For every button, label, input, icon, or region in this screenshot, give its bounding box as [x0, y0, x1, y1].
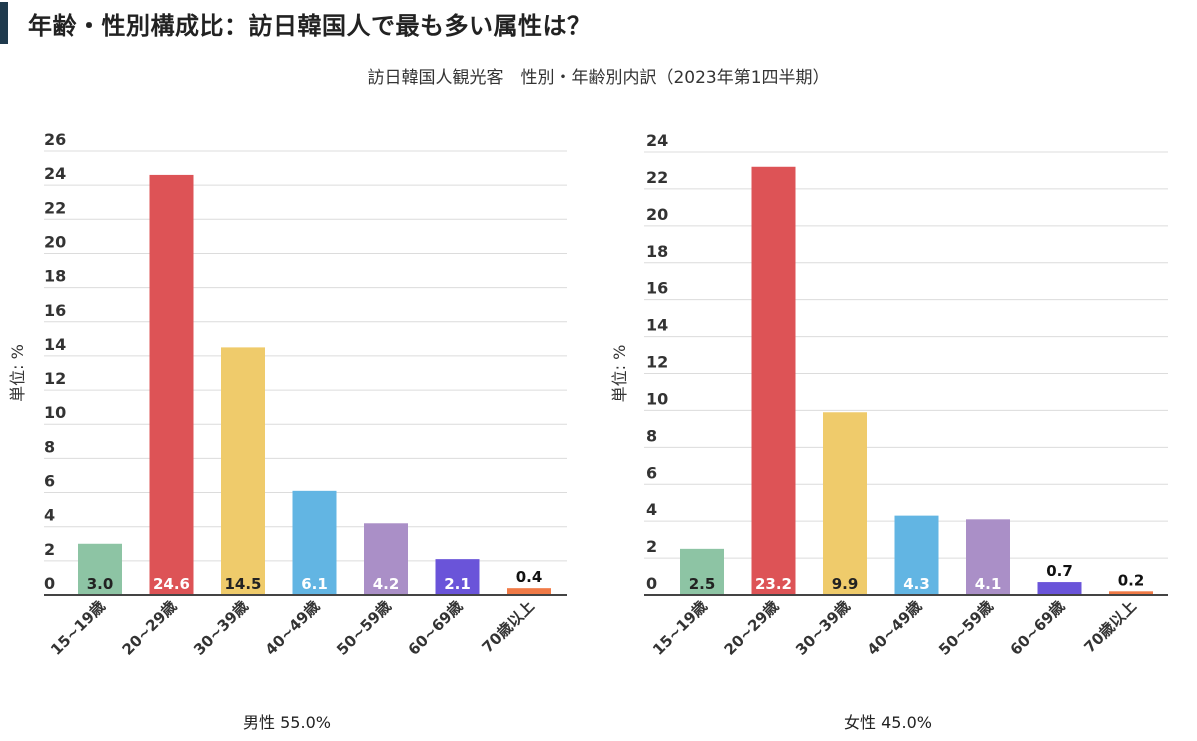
y-tick-label: 10 — [646, 389, 668, 408]
x-tick-label: 40~49歳 — [864, 597, 926, 659]
chart-footer-label: 男性 55.0% — [243, 713, 331, 732]
bar — [1109, 591, 1153, 595]
y-tick-label: 16 — [646, 279, 668, 298]
y-tick-label: 24 — [646, 131, 668, 150]
x-tick-label: 30~39歳 — [792, 597, 854, 659]
bar-value-label: 9.9 — [832, 575, 859, 593]
bar — [751, 166, 796, 595]
y-tick-label: 26 — [44, 130, 66, 149]
bar-value-label: 3.0 — [87, 575, 114, 593]
x-tick-label: 30~39歳 — [190, 597, 252, 659]
bar-value-label: 23.2 — [755, 575, 792, 593]
bar — [149, 174, 194, 595]
y-tick-label: 12 — [44, 369, 66, 388]
chart-footer-label: 女性 45.0% — [844, 713, 932, 732]
bar-value-label: 2.5 — [689, 575, 716, 593]
y-tick-label: 14 — [44, 335, 66, 354]
x-tick-label: 15~19歳 — [47, 597, 109, 659]
header-accent-bar — [0, 2, 8, 44]
x-tick-label: 50~59歳 — [935, 597, 997, 659]
y-tick-label: 8 — [646, 426, 657, 445]
y-tick-label: 0 — [44, 574, 55, 593]
y-tick-label: 18 — [44, 267, 66, 286]
bar — [292, 490, 337, 595]
x-tick-label: 60~69歳 — [1007, 597, 1069, 659]
bar-value-label: 4.3 — [903, 575, 930, 593]
y-tick-label: 22 — [44, 198, 66, 217]
bar-value-label: 0.7 — [1046, 562, 1073, 580]
page-header: 年齢・性別構成比：訪日韓国人で最も多い属性は？ — [0, 0, 1197, 46]
bar-value-label: 4.1 — [975, 575, 1002, 593]
y-tick-label: 8 — [44, 437, 55, 456]
bar — [1037, 582, 1082, 595]
bar-value-label: 6.1 — [301, 575, 328, 593]
y-tick-label: 16 — [44, 301, 66, 320]
y-tick-label: 20 — [646, 205, 668, 224]
y-tick-label: 6 — [646, 463, 657, 482]
y-tick-label: 4 — [646, 500, 657, 519]
bar — [894, 515, 939, 595]
bar — [435, 559, 480, 595]
y-tick-label: 14 — [646, 316, 668, 335]
bar-value-label: 4.2 — [373, 575, 400, 593]
bar — [680, 548, 724, 595]
chart-subtitle: 訪日韓国人観光客 性別・年齢別内訳（2023年第1四半期） — [367, 68, 830, 88]
bar — [966, 519, 1010, 595]
x-tick-label: 50~59歳 — [333, 597, 395, 659]
x-tick-label: 70歳以上 — [1081, 597, 1140, 656]
y-tick-label: 6 — [44, 472, 55, 491]
page-title: 年齢・性別構成比：訪日韓国人で最も多い属性は？ — [28, 12, 592, 40]
y-tick-label: 2 — [44, 540, 55, 559]
y-tick-label: 10 — [44, 403, 66, 422]
bar — [78, 543, 122, 595]
y-tick-label: 0 — [646, 574, 657, 593]
y-tick-label: 12 — [646, 353, 668, 372]
y-axis-label: 単位: % — [8, 344, 27, 402]
y-tick-label: 20 — [44, 232, 66, 251]
bar-value-label: 24.6 — [153, 575, 190, 593]
y-tick-label: 4 — [44, 506, 55, 525]
y-tick-label: 2 — [646, 537, 657, 556]
bar — [364, 523, 408, 595]
x-tick-label: 20~29歳 — [721, 597, 783, 659]
x-tick-label: 70歳以上 — [479, 597, 538, 656]
y-tick-label: 18 — [646, 242, 668, 261]
bar-value-label: 2.1 — [444, 575, 471, 593]
bar — [823, 412, 867, 595]
bar — [507, 588, 551, 595]
bar-value-label: 0.2 — [1118, 571, 1145, 589]
bar-value-label: 14.5 — [224, 575, 261, 593]
bar — [221, 347, 265, 595]
bar-value-label: 0.4 — [516, 568, 543, 586]
y-tick-label: 22 — [646, 168, 668, 187]
x-tick-label: 40~49歳 — [262, 597, 324, 659]
y-axis-label: 単位: % — [610, 345, 629, 403]
y-tick-label: 24 — [44, 164, 66, 183]
x-tick-label: 15~19歳 — [649, 597, 711, 659]
x-tick-label: 60~69歳 — [405, 597, 467, 659]
x-tick-label: 20~29歳 — [119, 597, 181, 659]
